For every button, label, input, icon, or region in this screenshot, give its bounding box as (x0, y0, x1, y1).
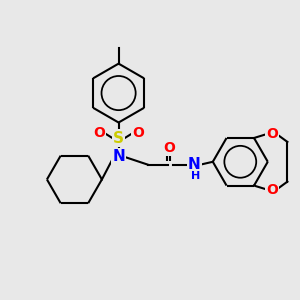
Text: O: O (266, 182, 278, 197)
Text: H: H (190, 170, 200, 181)
Text: O: O (266, 127, 278, 141)
Text: N: N (188, 157, 200, 172)
Text: O: O (164, 141, 176, 155)
Text: O: O (132, 126, 144, 140)
Text: O: O (93, 126, 105, 140)
Text: N: N (112, 149, 125, 164)
Text: S: S (113, 131, 124, 146)
